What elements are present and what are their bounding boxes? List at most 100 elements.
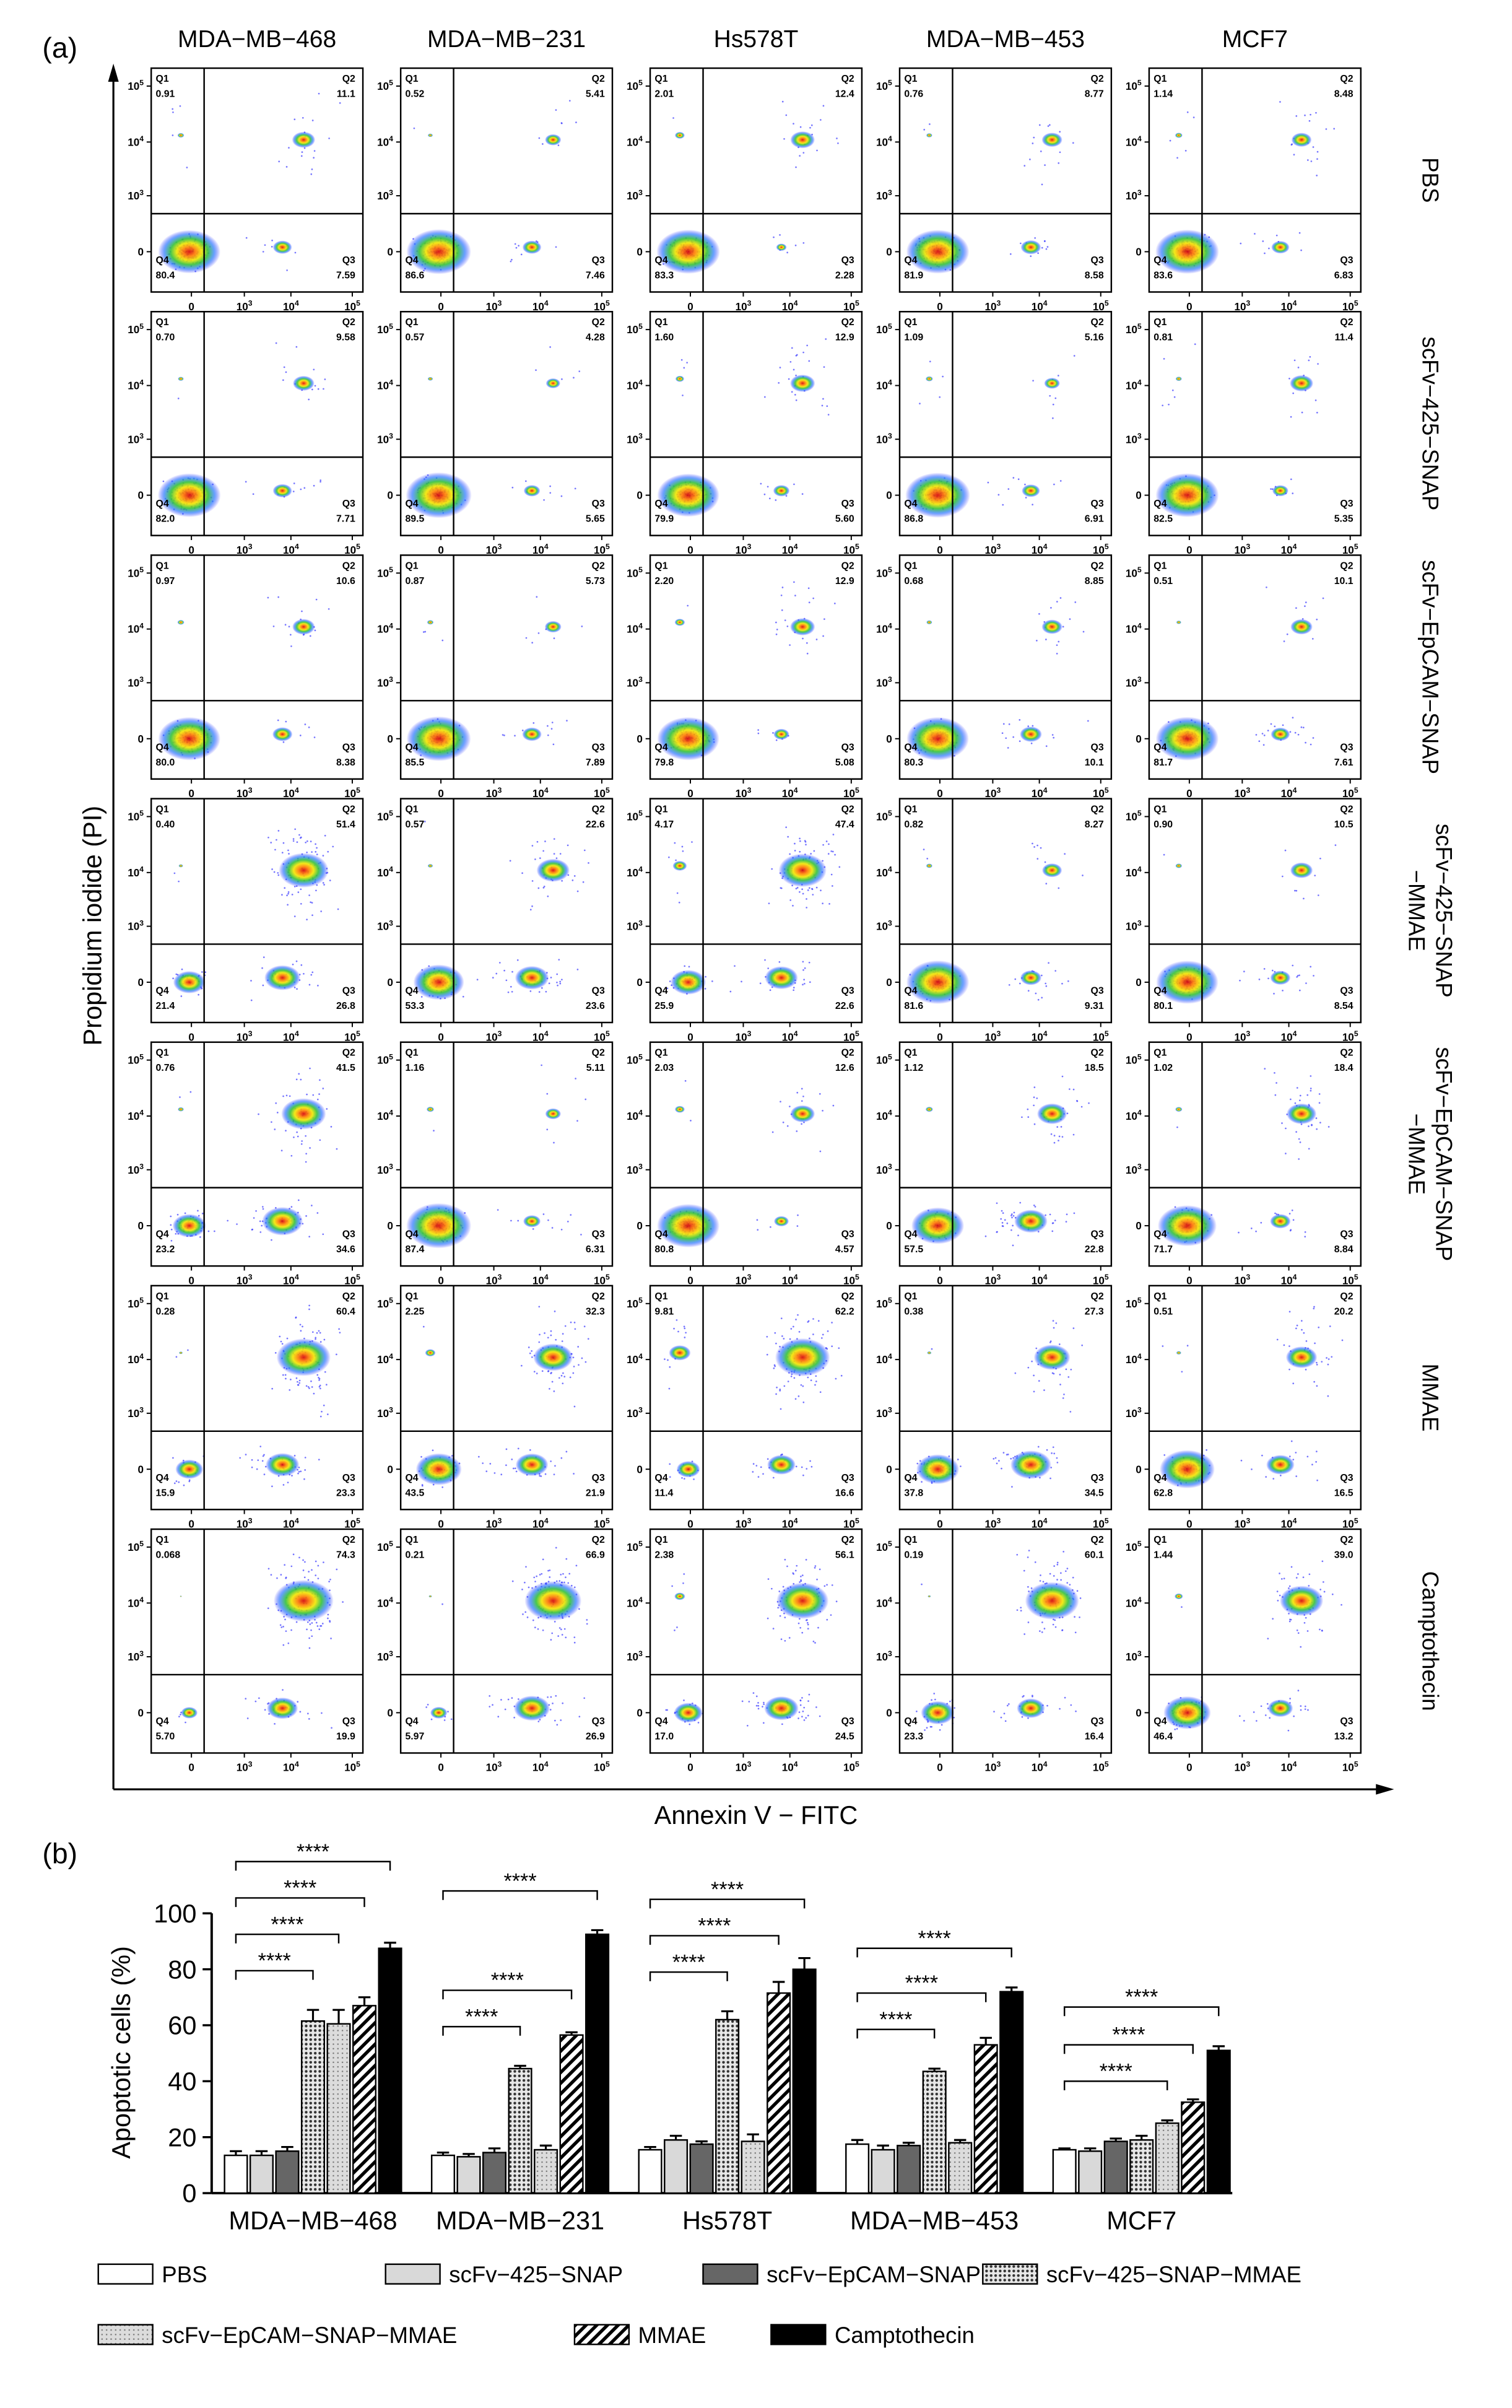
tick-base: 10 xyxy=(876,1055,888,1067)
quadrant-name: Q3 xyxy=(1340,986,1353,997)
tick-sup: 4 xyxy=(638,1109,643,1117)
event-dot xyxy=(1310,966,1312,968)
event-dot xyxy=(1033,1123,1036,1125)
tick-label: 105 xyxy=(594,1273,610,1286)
tick-label: 105 xyxy=(377,79,393,92)
event-dot xyxy=(1002,1225,1004,1228)
event-dot xyxy=(311,851,313,853)
tick-label: 103 xyxy=(377,675,393,689)
event-dot xyxy=(576,1120,578,1122)
tick-label: 105 xyxy=(1126,809,1142,822)
tick-label: 103 xyxy=(486,786,502,800)
tick-base: 0 xyxy=(438,788,444,800)
quadrant-name: Q2 xyxy=(841,805,854,815)
event-dot xyxy=(1033,1104,1035,1107)
tick-sup: 4 xyxy=(1293,299,1297,307)
event-dot xyxy=(675,859,677,862)
event-dot xyxy=(293,1136,295,1138)
tick-sup: 3 xyxy=(389,675,393,684)
density-blob xyxy=(292,375,315,391)
tick-label: 105 xyxy=(843,1029,859,1043)
quadrant-name: Q4 xyxy=(405,742,418,752)
event-dot xyxy=(310,840,312,842)
event-dot xyxy=(324,378,326,380)
event-dot xyxy=(306,1093,308,1096)
quadrant-value: 9.31 xyxy=(1085,1001,1104,1011)
tick-label: 0 xyxy=(687,788,693,800)
event-dot xyxy=(1067,980,1069,982)
event-dot xyxy=(729,990,732,993)
event-dot xyxy=(520,253,523,256)
density-blob xyxy=(790,618,815,636)
event-dot xyxy=(313,150,316,152)
tick-sup: 4 xyxy=(389,378,393,386)
tick-base: 10 xyxy=(1032,788,1043,800)
quadrant-name: Q1 xyxy=(156,317,169,328)
tick-label: 105 xyxy=(594,299,610,312)
tick-label: 104 xyxy=(627,865,643,879)
tick-label: 105 xyxy=(876,322,892,336)
event-dot xyxy=(819,1150,822,1153)
event-dot xyxy=(573,377,575,379)
quadrant-name: Q4 xyxy=(1154,742,1167,752)
event-dot xyxy=(319,479,322,481)
quadrant-name: Q3 xyxy=(1340,742,1353,752)
tick-sup: 3 xyxy=(747,786,752,795)
density-blob xyxy=(1176,621,1181,624)
event-dot xyxy=(259,1220,261,1223)
tick-sup: 3 xyxy=(997,543,1001,551)
event-dot xyxy=(763,493,766,495)
tick-sup: 3 xyxy=(638,1162,643,1171)
event-dot xyxy=(1061,982,1063,985)
event-dot xyxy=(834,853,836,856)
event-dot xyxy=(1007,488,1010,490)
quadrant-name: Q3 xyxy=(342,499,355,509)
event-dot xyxy=(1058,162,1060,164)
event-dot xyxy=(772,732,774,734)
event-dot xyxy=(1282,724,1284,726)
event-dot xyxy=(311,120,314,121)
event-dot xyxy=(1053,483,1055,486)
event-dot xyxy=(324,834,326,837)
tick-label: 105 xyxy=(627,809,643,822)
event-dot xyxy=(1023,165,1026,167)
tick-base: 10 xyxy=(843,788,855,800)
event-dot xyxy=(300,888,302,891)
density-blob xyxy=(515,966,549,990)
quadrant-value: 0.81 xyxy=(1154,333,1173,343)
event-dot xyxy=(1319,1122,1321,1123)
event-dot xyxy=(503,969,505,972)
event-dot xyxy=(531,905,533,907)
density-blob xyxy=(264,965,301,990)
tick-label: 0 xyxy=(137,246,143,258)
event-dot xyxy=(802,152,805,154)
tick-label: 104 xyxy=(876,621,892,635)
tick-label: 0 xyxy=(438,301,444,313)
event-dot xyxy=(822,105,825,107)
event-dot xyxy=(1296,1087,1298,1089)
event-dot xyxy=(178,880,180,883)
quadrant-value: 79.8 xyxy=(654,757,674,768)
event-dot xyxy=(821,404,823,407)
quadrant-name: Q2 xyxy=(1091,317,1104,328)
event-dot xyxy=(1239,979,1241,982)
tick-label: 105 xyxy=(344,1273,360,1286)
event-dot xyxy=(539,857,541,859)
event-dot xyxy=(575,121,577,123)
event-dot xyxy=(283,366,285,369)
tick-sup: 5 xyxy=(1354,1029,1358,1038)
tick-label: 0 xyxy=(637,246,643,258)
event-dot xyxy=(838,866,841,868)
event-dot xyxy=(323,388,324,390)
event-dot xyxy=(789,853,791,855)
event-dot xyxy=(923,848,925,850)
tick-base: 10 xyxy=(782,301,794,313)
event-dot xyxy=(781,609,783,611)
event-dot xyxy=(179,1096,181,1098)
event-dot xyxy=(1300,726,1303,728)
quadrant-name: Q3 xyxy=(342,986,355,997)
tick-label: 105 xyxy=(594,1029,610,1043)
row-label-line: −MMAE xyxy=(1404,870,1429,951)
tick-base: 10 xyxy=(1126,380,1137,392)
event-dot xyxy=(559,982,562,985)
